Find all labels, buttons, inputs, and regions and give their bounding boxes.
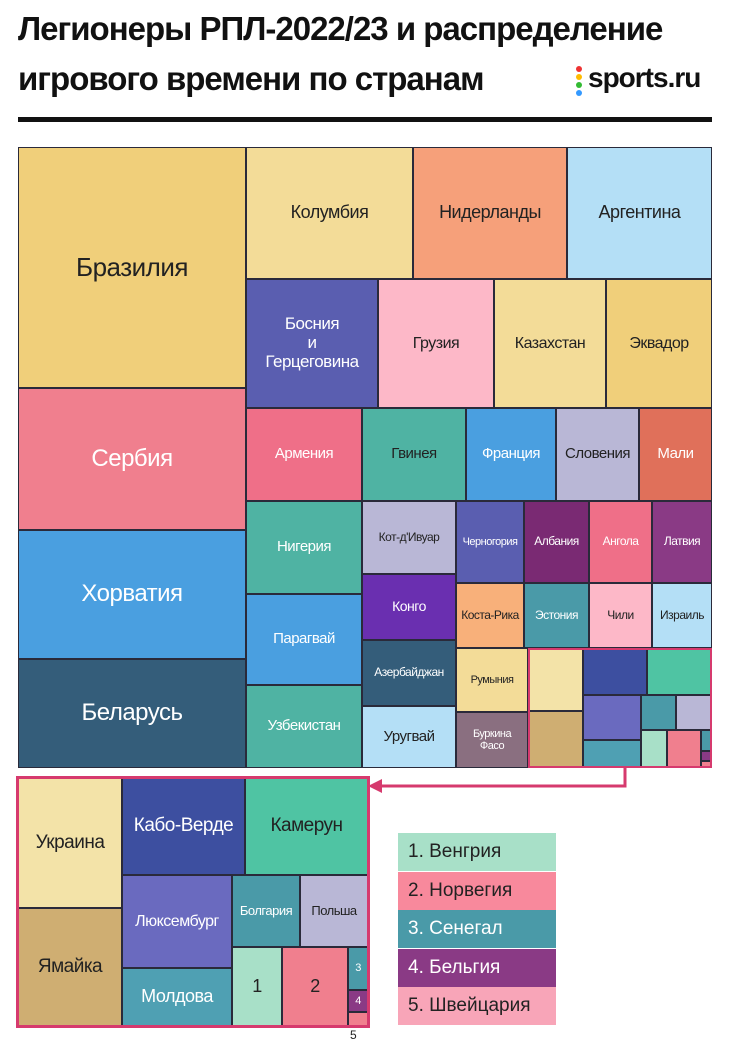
tile: Нигерия xyxy=(246,501,362,594)
tile: Армения xyxy=(246,408,362,501)
tile: Чили xyxy=(589,583,652,648)
tile: Эквадор xyxy=(606,279,712,408)
tile: Ямайка xyxy=(18,908,122,1026)
title: Легионеры РПЛ-2022/23 и распределение xyxy=(18,10,663,47)
legend-item: 2. Норвегия xyxy=(398,871,556,910)
tile: Черногория xyxy=(456,501,524,583)
logo: sports.ru xyxy=(588,62,701,93)
tile: 4 xyxy=(348,990,368,1012)
legend-item: 5. Швейцария xyxy=(398,987,556,1026)
tile: Буркина Фасо xyxy=(456,712,528,768)
tile: Словения xyxy=(556,408,639,501)
mini-tile xyxy=(528,648,583,711)
tile: Босния и Герцеговина xyxy=(246,279,378,408)
tile: Гвинея xyxy=(362,408,466,501)
tile: Казахстан xyxy=(494,279,606,408)
tile: Израиль xyxy=(652,583,712,648)
tile: Уругвай xyxy=(362,706,456,768)
tile: 1 xyxy=(232,947,282,1026)
tile: Беларусь xyxy=(18,659,246,768)
tile: Узбекистан xyxy=(246,685,362,768)
logo-dots xyxy=(576,64,584,98)
tile: Сербия xyxy=(18,388,246,530)
title: игрового времени по странам xyxy=(18,60,484,97)
tile: Польша xyxy=(300,875,368,947)
tile: Эстония xyxy=(524,583,589,648)
mini-tile xyxy=(676,694,712,730)
divider xyxy=(18,117,712,122)
tile: Франция xyxy=(466,408,556,501)
legend-item: 3. Сенегал xyxy=(398,910,556,949)
tile: Люксембург xyxy=(122,875,232,968)
legend-item: 1. Венгрия xyxy=(398,833,556,871)
legend-item: 4. Бельгия xyxy=(398,948,556,987)
tile: Камерун xyxy=(245,778,368,875)
tile: Хорватия xyxy=(18,530,246,659)
tile: Парагвай xyxy=(246,594,362,685)
tile: Мали xyxy=(639,408,712,501)
tile: Грузия xyxy=(378,279,494,408)
tile: Нидерланды xyxy=(413,147,567,279)
tile: Албания xyxy=(524,501,589,583)
tile: 2 xyxy=(282,947,348,1026)
tile: Ангола xyxy=(589,501,652,583)
footnote: 5 xyxy=(350,1028,357,1042)
inset-frame xyxy=(16,776,370,1028)
zoom-box xyxy=(528,648,712,768)
tile: Бразилия xyxy=(18,147,246,388)
tile: Кот-д'Ивуар xyxy=(362,501,456,574)
tile: Украина xyxy=(18,778,122,908)
tile: Колумбия xyxy=(246,147,413,279)
mini-tile xyxy=(528,710,583,768)
tile: Латвия xyxy=(652,501,712,583)
tile: Азербайджан xyxy=(362,640,456,706)
tile: Румыния xyxy=(456,648,528,712)
mini-tile xyxy=(582,694,641,740)
tile: Аргентина xyxy=(567,147,712,279)
tile: Конго xyxy=(362,574,456,640)
tile: Коста-Рика xyxy=(456,583,524,648)
mini-tile xyxy=(640,694,677,730)
tile: Болгария xyxy=(232,875,300,947)
